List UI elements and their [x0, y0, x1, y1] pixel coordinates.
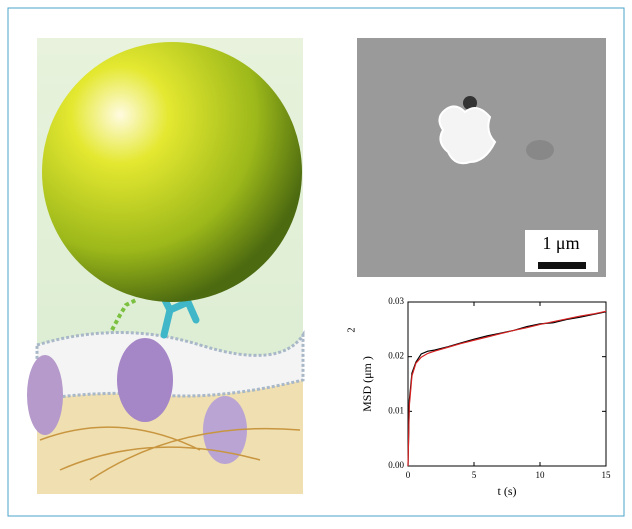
- y-axis-label: MSD (μm ): [360, 356, 374, 412]
- data-line: [408, 312, 606, 466]
- msd-plot: t (s) MSD (μm ) 2 0.00 0.01 0.02 0.03 0 5 10 15: [346, 296, 611, 498]
- x-tick-label: 15: [602, 470, 612, 480]
- y-axis-label-superscript: 2: [346, 328, 357, 333]
- y-tick-label: 0.00: [388, 460, 404, 470]
- y-tick-label: 0.03: [388, 296, 404, 306]
- x-tick-label: 5: [472, 470, 477, 480]
- y-tick-label: 0.02: [388, 351, 404, 361]
- micrograph: 1 μm: [357, 38, 606, 277]
- x-tick-label: 0: [406, 470, 411, 480]
- page: 1 μm t (s) MSD (μm ) 2 0.00 0.01 0.02 0.03 0…: [0, 0, 632, 524]
- figure: 1 μm t (s) MSD (μm ) 2 0.00 0.01 0.02 0.03 0…: [0, 0, 632, 524]
- x-axis-label: t (s): [498, 484, 517, 498]
- x-tick-label: 10: [536, 470, 546, 480]
- y-tick-label: 0.01: [388, 405, 404, 415]
- scale-bar: [538, 262, 586, 269]
- data-line: [408, 311, 606, 466]
- scale-bar-label: 1 μm: [542, 233, 579, 253]
- illustration: [27, 38, 303, 494]
